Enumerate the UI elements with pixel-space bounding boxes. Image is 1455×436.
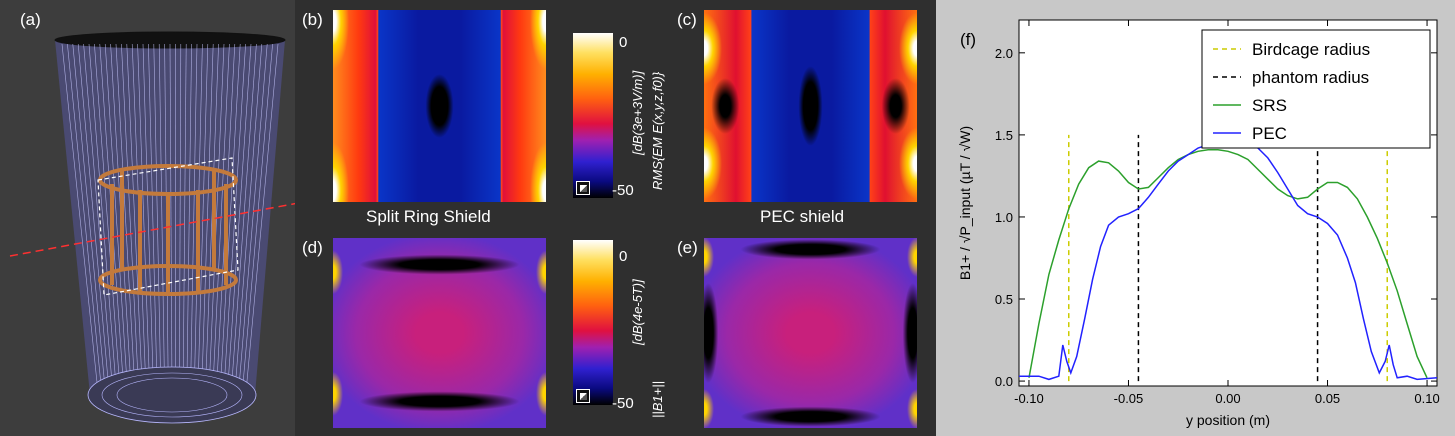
colorbar-bottom-min: -50 bbox=[612, 395, 634, 412]
b1-profile-chart: -0.10 -0.05 0.00 0.05 0.10 0.0 0.5 1.0 1.5 2.0 (f… bbox=[936, 0, 1455, 436]
colormap-icon bbox=[576, 389, 590, 403]
caption-pec: PEC shield bbox=[760, 207, 845, 226]
colorbar-top-unit: [dB(3e+3V/m)] bbox=[630, 70, 645, 155]
panel-label-a: (a) bbox=[20, 10, 41, 29]
legend-srs: SRS bbox=[1252, 96, 1287, 115]
panel-label-d: (d) bbox=[302, 238, 323, 257]
x-tick-label: -0.10 bbox=[1014, 391, 1044, 406]
colorbar-bottom-quantity: ||B1+|| bbox=[650, 380, 665, 418]
x-tick-label: 0.00 bbox=[1215, 391, 1240, 406]
b1-map-pec bbox=[704, 238, 917, 428]
panel-label-c: (c) bbox=[677, 10, 697, 29]
b1-map-split-ring bbox=[333, 238, 546, 428]
colorbar-e-field bbox=[573, 33, 613, 198]
series-srs bbox=[1028, 148, 1428, 379]
x-axis-label: y position (m) bbox=[1186, 412, 1270, 428]
panel-label-f: (f) bbox=[960, 30, 976, 49]
y-tick-label: 1.0 bbox=[995, 210, 1013, 225]
y-tick-label: 0.0 bbox=[995, 374, 1013, 389]
colorbar-top-min: -50 bbox=[612, 182, 634, 199]
colormap-icon bbox=[576, 181, 590, 195]
colorbar-b1 bbox=[573, 240, 613, 405]
caption-split-ring: Split Ring Shield bbox=[366, 207, 491, 226]
panel-label-e: (e) bbox=[677, 238, 698, 257]
e-field-map-pec bbox=[704, 10, 917, 202]
colorbar-top-quantity: RMS{EM E(x,y,z,f0)} bbox=[650, 71, 665, 190]
y-tick-label: 2.0 bbox=[995, 46, 1013, 61]
legend: Birdcage radius phantom radius SRS PEC bbox=[1201, 29, 1431, 149]
colorbar-bottom-unit: [dB(4e-5T)] bbox=[630, 279, 645, 345]
panel-label-b: (b) bbox=[302, 10, 323, 29]
colorbar-top-max: 0 bbox=[619, 34, 628, 51]
legend-birdcage: Birdcage radius bbox=[1252, 40, 1370, 59]
y-axis-label: B1+ / √P_input (µT / √W) bbox=[957, 126, 973, 280]
x-tick-label: 0.05 bbox=[1315, 391, 1340, 406]
y-tick-label: 1.5 bbox=[995, 128, 1013, 143]
legend-phantom: phantom radius bbox=[1252, 68, 1369, 87]
x-tick-label: -0.05 bbox=[1114, 391, 1144, 406]
x-tick-label: 0.10 bbox=[1414, 391, 1439, 406]
y-tick-label: 0.5 bbox=[995, 292, 1013, 307]
birdcage-3d-scene bbox=[0, 0, 295, 436]
colorbar-bottom-max: 0 bbox=[619, 248, 628, 265]
legend-pec: PEC bbox=[1252, 124, 1287, 143]
e-field-map-split-ring bbox=[333, 10, 546, 202]
